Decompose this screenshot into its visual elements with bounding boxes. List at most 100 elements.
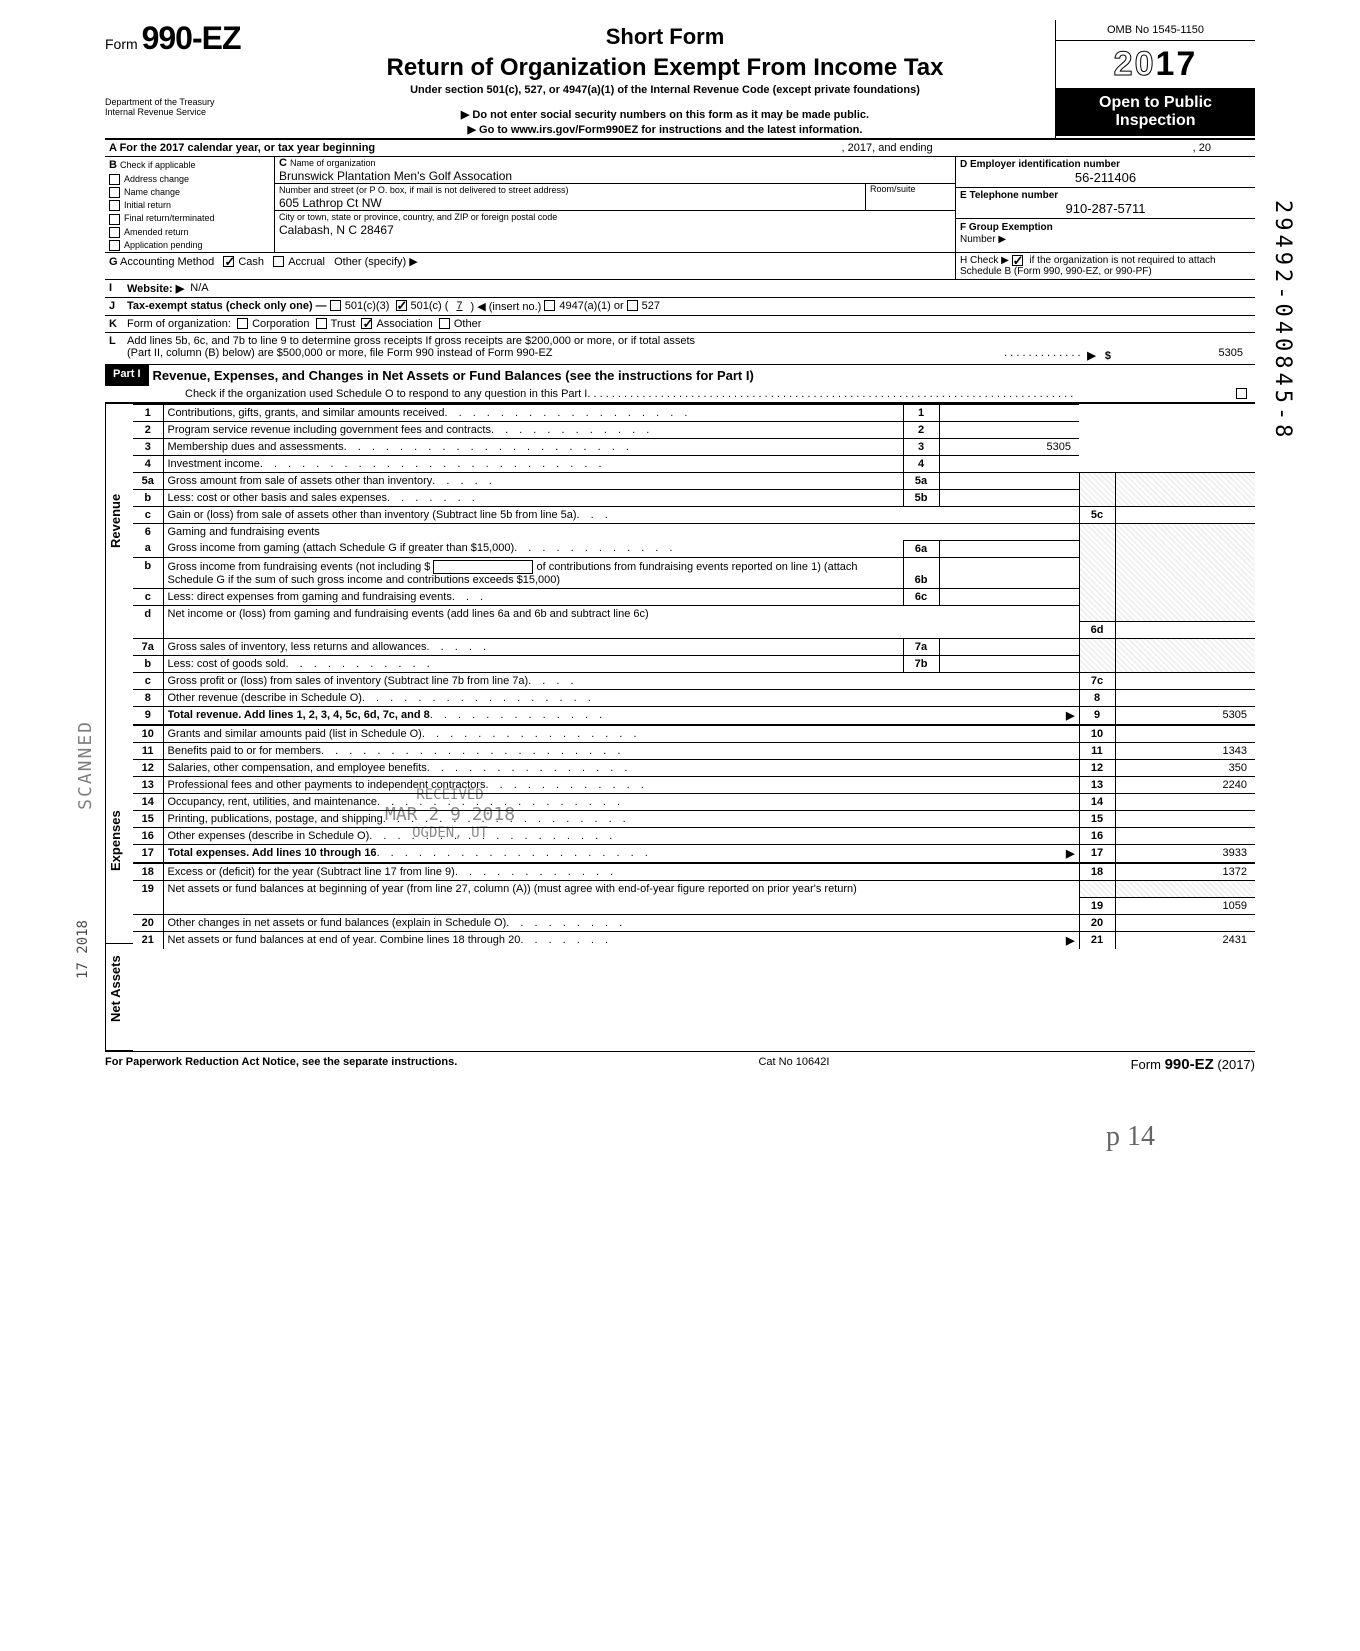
open-line1: Open to Public: [1060, 94, 1251, 112]
amt-12: 350: [1115, 760, 1255, 777]
amt-20: [1115, 914, 1255, 931]
line-21-desc: Net assets or fund balances at end of ye…: [168, 934, 521, 947]
c-name-label: Name of organization: [290, 158, 376, 168]
line-1-desc: Contributions, gifts, grants, and simila…: [168, 407, 445, 419]
k-other: Other: [454, 318, 482, 330]
amt-19: 1059: [1115, 897, 1255, 914]
l-text2: (Part II, column (B) below) are $500,000…: [127, 347, 553, 362]
checkbox-h[interactable]: [1012, 255, 1023, 266]
line-14-desc: Occupancy, rent, utilities, and maintena…: [168, 796, 378, 808]
year-outline: 20: [1114, 45, 1156, 83]
lines-grid: Revenue Expenses Net Assets 1Contributio…: [105, 402, 1255, 1051]
d-label: D Employer identification number: [960, 159, 1251, 170]
j-527: 527: [642, 300, 660, 313]
checkbox-501c[interactable]: [396, 300, 407, 311]
j-4947: 4947(a)(1) or: [559, 300, 623, 313]
k-assoc: Association: [376, 318, 432, 330]
footer-form-num: 990-EZ: [1165, 1056, 1214, 1073]
line-7b-desc: Less: cost of goods sold: [168, 658, 286, 670]
j-501c-num: 7: [448, 300, 470, 313]
g-other: Other (specify) ▶: [334, 256, 418, 268]
line-7c-desc: Gross profit or (loss) from sales of inv…: [168, 675, 529, 687]
b-item-1[interactable]: Name change: [105, 186, 274, 199]
b-item-3[interactable]: Final return/terminated: [105, 212, 274, 225]
row-a-mid: , 2017, and ending: [842, 142, 933, 154]
form-page: 29492-040845-8 SCANNED 17 2018 p 14 RECE…: [105, 20, 1255, 1073]
g-text: Accounting Method: [120, 256, 214, 268]
phone: 910-287-5711: [960, 201, 1251, 216]
amt-9: 5305: [1115, 707, 1255, 726]
b-check-if: Check if applicable: [120, 160, 196, 170]
vert-expenses: Expenses: [105, 784, 133, 944]
l-amount: 5305: [1111, 347, 1251, 362]
b-item-0[interactable]: Address change: [105, 173, 274, 186]
checkbox-schedule-o[interactable]: [1236, 388, 1247, 399]
l-arrow: ▶: [1087, 350, 1095, 362]
line-6a-desc: Gross income from gaming (attach Schedul…: [168, 542, 515, 554]
line-3-desc: Membership dues and assessments: [168, 441, 344, 453]
checkbox-amended[interactable]: [109, 227, 120, 238]
org-city: Calabash, N C 28467: [279, 223, 394, 237]
contrib-box[interactable]: [433, 560, 533, 574]
amt-4: [939, 455, 1079, 472]
side-stamp-number: 29492-040845-8: [1270, 200, 1295, 441]
b-item-5[interactable]: Application pending: [105, 239, 274, 252]
checkbox-assoc[interactable]: [361, 318, 372, 329]
checkbox-cash[interactable]: [223, 256, 234, 267]
amt-13: 2240: [1115, 777, 1255, 794]
checkbox-corp[interactable]: [237, 318, 248, 329]
h-block: H Check ▶ if the organization is not req…: [955, 253, 1255, 279]
checkbox-accrual[interactable]: [273, 256, 284, 267]
part1-label: Part I: [105, 365, 149, 386]
open-line2: Inspection: [1060, 112, 1251, 130]
checkbox-final-return[interactable]: [109, 214, 120, 225]
f-label2: Number ▶: [960, 234, 1006, 245]
form-prefix: Form: [105, 36, 138, 52]
checkbox-501c3[interactable]: [330, 300, 341, 311]
checkbox-initial-return[interactable]: [109, 200, 120, 211]
i-text: Website: ▶: [127, 282, 184, 295]
line-6b-desc1: Gross income from fundraising events (no…: [168, 561, 431, 573]
line-5a-desc: Gross amount from sale of assets other t…: [168, 475, 433, 487]
j-text: Tax-exempt status (check only one) —: [127, 300, 327, 313]
goto-link: ▶ Go to www.irs.gov/Form990EZ for instru…: [275, 123, 1055, 136]
k-label: K: [109, 318, 127, 330]
amt-7c: [1115, 673, 1255, 690]
amt-14: [1115, 794, 1255, 811]
line-11-desc: Benefits paid to or for members: [168, 745, 321, 757]
checkbox-app-pending[interactable]: [109, 240, 120, 251]
checkbox-4947[interactable]: [544, 300, 555, 311]
j-label: J: [109, 300, 127, 313]
checkbox-trust[interactable]: [316, 318, 327, 329]
checkbox-name-change[interactable]: [109, 187, 120, 198]
org-street: 605 Lathrop Ct NW: [279, 196, 382, 210]
line-6c-desc: Less: direct expenses from gaming and fu…: [168, 591, 452, 603]
amt-5c: [1115, 506, 1255, 523]
handwritten-note: p 14: [1106, 1121, 1155, 1153]
amt-18: 1372: [1115, 863, 1255, 881]
line-15-desc: Printing, publications, postage, and shi…: [168, 813, 383, 825]
line-6-desc: Gaming and fundraising events: [163, 523, 1079, 540]
amt-8: [1115, 690, 1255, 707]
part1-check-row: Check if the organization used Schedule …: [105, 386, 1255, 402]
dept-treasury: Department of the Treasury: [105, 97, 265, 107]
k-text: Form of organization:: [127, 318, 231, 330]
scanned-stamp: SCANNED: [75, 720, 96, 810]
checkbox-other-org[interactable]: [439, 318, 450, 329]
checkbox-address-change[interactable]: [109, 174, 120, 185]
checkbox-527[interactable]: [627, 300, 638, 311]
title-short-form: Short Form: [275, 24, 1055, 50]
f-label: F Group Exemption: [960, 222, 1053, 233]
e-label: E Telephone number: [960, 190, 1251, 201]
b-item-2[interactable]: Initial return: [105, 199, 274, 212]
j-501c3: 501(c)(3): [345, 300, 390, 313]
line-17-desc: Total expenses. Add lines 10 through 16: [168, 847, 377, 860]
line-18-desc: Excess or (deficit) for the year (Subtra…: [168, 866, 455, 878]
h-text: H Check ▶: [960, 255, 1009, 266]
k-corp: Corporation: [252, 318, 309, 330]
i-value: N/A: [190, 282, 208, 295]
b-item-4[interactable]: Amended return: [105, 226, 274, 239]
room-suite-label: Room/suite: [865, 184, 955, 210]
line-19-desc: Net assets or fund balances at beginning…: [163, 881, 1079, 898]
vert-netassets: Net Assets: [105, 944, 133, 1051]
